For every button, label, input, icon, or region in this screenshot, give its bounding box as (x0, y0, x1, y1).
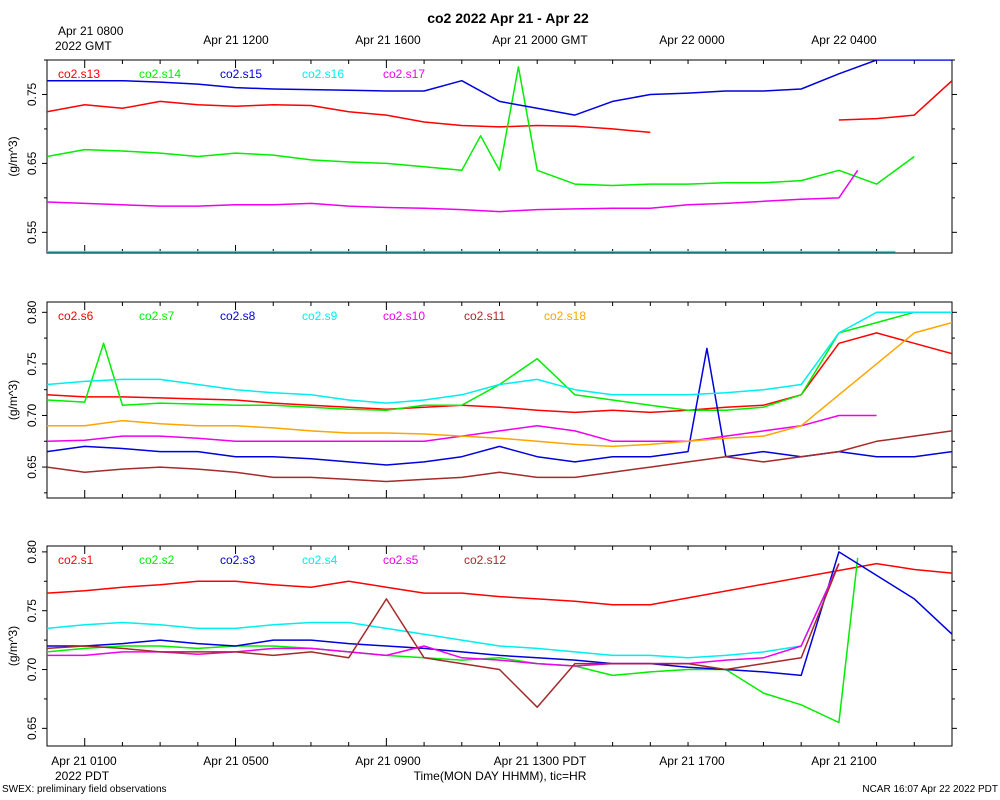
series-line-co2-s11 (47, 430, 952, 483)
y-tick-label: 0.65 (25, 716, 39, 740)
legend-co2-s12: co2.s12 (464, 553, 506, 567)
bottom-axis-label: Apr 21 0500 (203, 754, 269, 768)
y-tick-label: 0.70 (25, 403, 39, 427)
top-axis-first-label-line2: 2022 GMT (55, 39, 112, 53)
legend-co2-s1: co2.s1 (58, 553, 94, 567)
y-tick-label: 0.70 (25, 658, 39, 682)
series-line-co2-s5 (47, 563, 840, 667)
legend-co2-s3: co2.s3 (220, 553, 256, 567)
series-line-co2-s1 (47, 562, 952, 606)
top-axis-label: Apr 22 0000 (659, 33, 725, 47)
plot-frame (46, 59, 953, 254)
chart-title: co2 2022 Apr 21 - Apr 22 (427, 10, 589, 26)
y-axis-label: (g/m^3) (6, 136, 20, 176)
bottom-axis-label: Apr 21 0900 (355, 754, 421, 768)
legend-co2-s9: co2.s9 (302, 309, 338, 323)
x-axis-title: Time(MON DAY HHMM), tic=HR (414, 769, 587, 783)
footer-right: NCAR 16:07 Apr 22 2022 PDT (862, 784, 998, 795)
y-tick-label: 0.75 (25, 599, 39, 623)
series-line-co2-s14 (47, 66, 915, 187)
y-tick-label: 0.75 (25, 352, 39, 376)
legend-co2-s14: co2.s14 (139, 67, 181, 81)
legend-co2-s4: co2.s4 (302, 553, 338, 567)
legend-co2-s16: co2.s16 (302, 67, 344, 81)
legend-co2-s6: co2.s6 (58, 309, 94, 323)
legend-co2-s15: co2.s15 (220, 67, 262, 81)
y-tick-label: 0.80 (25, 300, 39, 324)
series-line-co2-s17 (47, 169, 859, 213)
legend-co2-s13: co2.s13 (58, 67, 100, 81)
legend-co2-s17: co2.s17 (383, 67, 425, 81)
legend-co2-s8: co2.s8 (220, 309, 256, 323)
bottom-axis-labels: Apr 21 0100 Apr 21 0500 Apr 21 0900 Apr 21 … (51, 754, 877, 768)
series-line-co2-s3 (47, 551, 952, 677)
series-line-co2-s13 (47, 100, 651, 134)
legend-co2-s11: co2.s11 (464, 309, 505, 323)
top-axis-label: Apr 21 1200 (203, 33, 269, 47)
top-axis-label: Apr 21 1600 (355, 33, 421, 47)
y-tick-label: 0.75 (25, 82, 39, 106)
y-axis-label: (g/m^3) (6, 380, 20, 420)
footer-left: SWEX: preliminary field observations (2, 784, 167, 795)
top-axis-first-label-line1: Apr 21 0800 (58, 24, 124, 38)
bottom-axis-label: Apr 21 1700 (659, 754, 725, 768)
series-line-co2-s13 (838, 80, 952, 121)
top-axis-labels: Apr 21 1200 Apr 21 1600 Apr 21 2000 GMT Apr… (203, 33, 877, 47)
y-tick-label: 0.65 (25, 455, 39, 479)
legend-co2-s7: co2.s7 (139, 309, 175, 323)
y-tick-label: 0.55 (25, 220, 39, 244)
series-line-co2-s18 (47, 321, 952, 448)
y-tick-label: 0.80 (25, 540, 39, 564)
y-tick-label: 0.65 (25, 151, 39, 175)
series-line-co2-s8 (47, 347, 952, 466)
panels: 0.55 0.65 0.75 (g/m^3) co2.s13 co2.s14 co2.s15… (6, 59, 957, 747)
bottom-axis-label: Apr 21 1300 PDT (494, 754, 587, 768)
series-line-co2-s2 (47, 557, 859, 724)
panel-3: 0.65 0.70 0.75 0.80 (g/m^3) co2.s1 co2.s2 co2.s… (6, 540, 957, 747)
bottom-axis-label: Apr 21 2100 (811, 754, 877, 768)
top-axis-label: Apr 21 2000 GMT (492, 33, 588, 47)
series-lines (47, 311, 952, 483)
bottom-axis-first-label-line2: 2022 PDT (55, 769, 110, 783)
series-line-co2-s15 (47, 60, 952, 116)
series-line-co2-s4 (47, 563, 840, 659)
legend-co2-s18: co2.s18 (544, 309, 586, 323)
series-lines (47, 551, 952, 724)
series-line-co2-s9 (47, 311, 952, 404)
y-axis-label: (g/m^3) (6, 626, 20, 666)
legend-co2-s10: co2.s10 (383, 309, 425, 323)
legend-co2-s5: co2.s5 (383, 553, 419, 567)
panel-1: 0.55 0.65 0.75 (g/m^3) co2.s13 co2.s14 co2.s15… (6, 59, 957, 254)
legend-co2-s2: co2.s2 (139, 553, 175, 567)
series-line-co2-s12 (47, 563, 840, 708)
bottom-axis-label: Apr 21 0100 (51, 754, 117, 768)
series-line-co2-s7 (47, 311, 952, 412)
top-axis-label: Apr 22 0400 (811, 33, 877, 47)
series-line-co2-s6 (47, 332, 952, 414)
panel-2: 0.65 0.70 0.75 0.80 (g/m^3) co2.s6 co2.s7 co2.s… (6, 300, 957, 499)
series-lines (47, 60, 952, 253)
